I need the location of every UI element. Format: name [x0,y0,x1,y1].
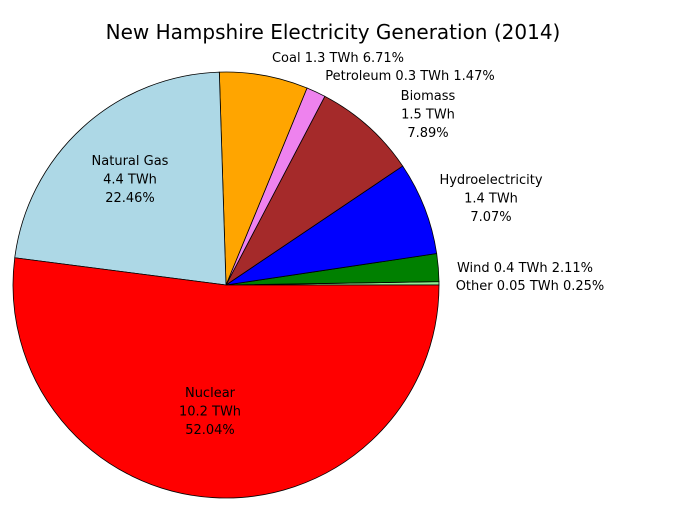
slice-label-nuclear: Nuclear 10.2 TWh 52.04% [179,386,241,438]
slice-label-hydroelectricity: Hydroelectricity 1.4 TWh 7.07% [439,173,542,225]
slice-label-line: 7.07% [470,210,511,225]
slice-label-line: Coal 1.3 TWh 6.71% [272,51,404,66]
slice-label-line: 7.89% [407,126,448,141]
slice-label-line: 52.04% [185,423,235,438]
slice-label-line: Nuclear [185,386,236,401]
slice-label-line: 1.4 TWh [464,192,518,207]
slice-label-other: Other 0.05 TWh 0.25% [456,279,605,294]
pie-slice-biomass [225,95,404,286]
pie-slice-nuclear [12,257,440,499]
slice-label-line: Natural Gas [92,154,169,169]
slice-label-wind: Wind 0.4 TWh 2.11% [457,261,593,276]
slice-label-natural-gas: Natural Gas 4.4 TWh 22.46% [92,154,169,206]
slice-label-line: Other 0.05 TWh 0.25% [456,279,605,294]
slice-label-line: 1.5 TWh [401,108,455,123]
slice-label-line: 22.46% [105,191,155,206]
slice-label-coal: Coal 1.3 TWh 6.71% [272,51,404,66]
slice-label-line: 4.4 TWh [103,173,157,188]
slice-label-line: Biomass [401,89,456,104]
slice-label-line: 10.2 TWh [179,405,241,420]
slice-label-line: Wind 0.4 TWh 2.11% [457,261,593,276]
slice-label-line: Petroleum 0.3 TWh 1.47% [325,69,494,84]
pie-slice-natural-gas [14,71,227,286]
slice-label-line: Hydroelectricity [439,173,542,188]
slice-label-petroleum: Petroleum 0.3 TWh 1.47% [325,69,494,84]
slice-label-biomass: Biomass 1.5 TWh 7.89% [401,89,456,141]
chart-title: New Hampshire Electricity Generation (20… [106,20,561,44]
